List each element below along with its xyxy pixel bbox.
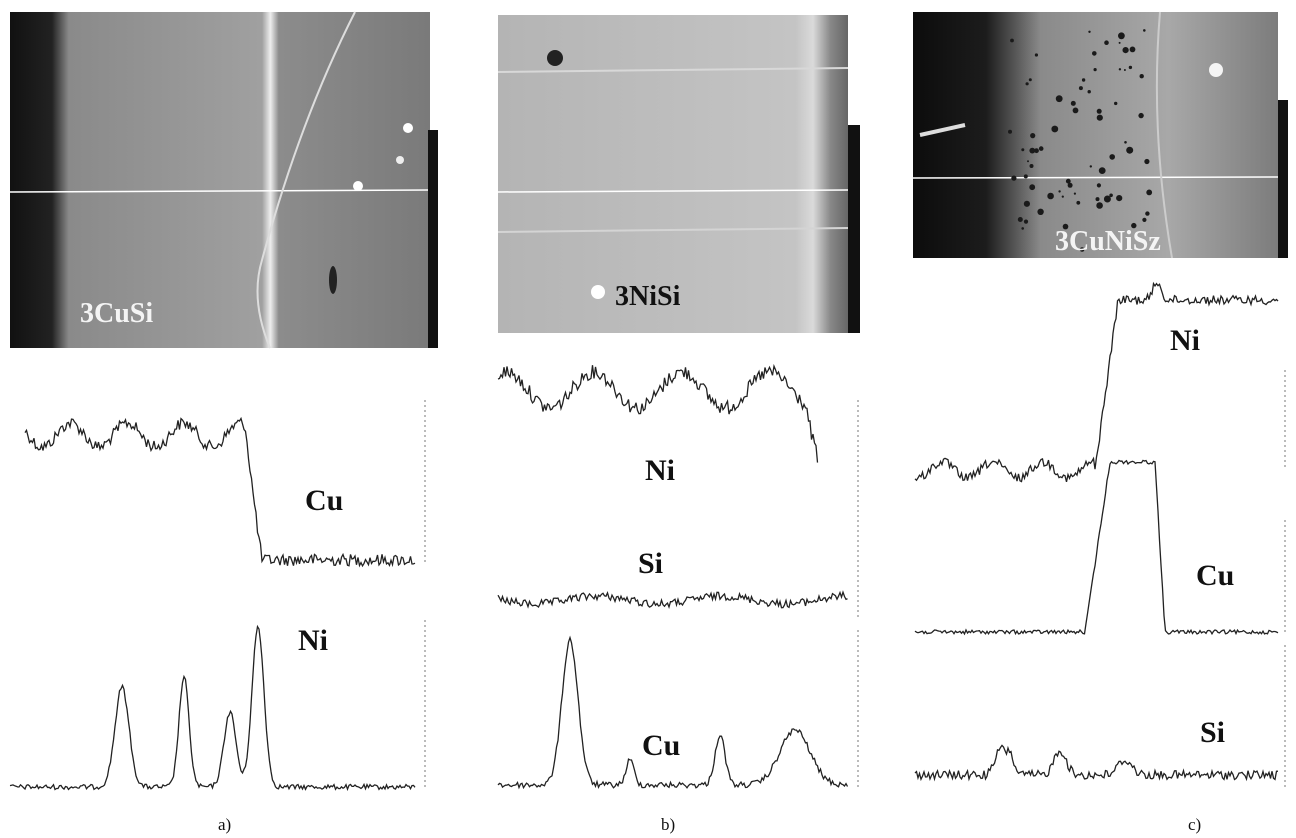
micrograph-c: 3CuNiSz: [912, 11, 1288, 259]
pore: [1034, 53, 1038, 57]
pore: [1118, 32, 1125, 40]
pore: [1126, 146, 1134, 154]
pore: [1073, 192, 1076, 195]
pore: [1146, 189, 1153, 196]
pore: [1010, 38, 1014, 43]
pore: [1118, 68, 1122, 71]
pore: [1145, 211, 1150, 216]
pore: [1104, 40, 1109, 45]
trace-label: Cu: [642, 729, 680, 762]
micrograph-a: 3CuSi: [9, 11, 438, 349]
pore: [1061, 195, 1064, 198]
pore: [1128, 65, 1133, 70]
pore: [1096, 202, 1103, 209]
pore: [1030, 133, 1036, 139]
line-scan: [9, 624, 416, 792]
pore: [1025, 82, 1029, 86]
pore: [1139, 74, 1144, 79]
pore: [1096, 108, 1102, 114]
pore: [1103, 195, 1111, 203]
pore: [1073, 110, 1077, 114]
trace-label: Ni: [645, 454, 675, 487]
pore: [1029, 147, 1036, 154]
pore: [1062, 223, 1069, 230]
pore: [1008, 129, 1012, 134]
pore: [1088, 30, 1091, 33]
trace-label: Cu: [305, 484, 343, 517]
trace-label: Ni: [1170, 324, 1200, 357]
pore: [1067, 182, 1073, 188]
pore: [1037, 208, 1044, 215]
pore: [1092, 51, 1097, 56]
pore: [1095, 197, 1100, 202]
pore: [1065, 178, 1071, 184]
pore: [1023, 200, 1030, 207]
pore: [1079, 247, 1085, 252]
pore: [1058, 190, 1061, 193]
pore: [1011, 175, 1017, 181]
pore: [1029, 184, 1036, 191]
line-scan: [914, 281, 1279, 483]
panel-caption: c): [1188, 815, 1201, 834]
trace-label: Ni: [298, 624, 328, 657]
pore: [1034, 148, 1039, 154]
pore: [1081, 78, 1086, 82]
trace-label: Si: [638, 547, 663, 580]
micrograph-b: 3NiSi: [497, 15, 860, 333]
pore: [1023, 174, 1028, 179]
pore: [1096, 114, 1103, 121]
trace-label: Si: [1200, 716, 1225, 749]
pore: [1093, 68, 1097, 72]
line-scan: [497, 363, 819, 463]
pore: [1076, 200, 1081, 205]
pore: [1023, 219, 1029, 224]
pore: [1143, 29, 1146, 32]
pore: [1021, 227, 1024, 230]
pore: [1124, 141, 1127, 144]
pore: [1017, 217, 1023, 222]
pore: [1109, 193, 1113, 198]
pore: [1116, 195, 1123, 202]
pore: [1021, 148, 1025, 152]
pore: [1109, 154, 1115, 160]
pore: [1142, 217, 1147, 222]
panel-caption: b): [661, 815, 675, 834]
line-scan: [24, 416, 416, 568]
pore: [1131, 222, 1137, 229]
pore: [1098, 167, 1106, 175]
pore: [1078, 86, 1083, 91]
pore: [1114, 101, 1118, 106]
pore: [1055, 95, 1063, 103]
pore: [1138, 112, 1144, 119]
pore: [1118, 41, 1121, 44]
pore: [1051, 125, 1059, 133]
pore: [1038, 146, 1044, 151]
pore: [1089, 165, 1093, 168]
line-scans: [9, 281, 1286, 792]
line-scan: [914, 459, 1279, 636]
image-label: 3CuSi: [80, 298, 153, 329]
pore: [1070, 100, 1076, 106]
image-label: 3NiSi: [615, 281, 681, 312]
pore: [1028, 78, 1032, 82]
line-scan: [914, 744, 1279, 782]
pore: [1047, 192, 1054, 200]
pore: [1096, 183, 1101, 188]
panel-caption: a): [218, 815, 231, 834]
pore: [1129, 46, 1136, 53]
pore: [1123, 69, 1126, 71]
image-label: 3CuNiSz: [1055, 226, 1161, 257]
pore: [1087, 90, 1091, 94]
pore: [1029, 164, 1034, 168]
line-scan: [497, 590, 848, 610]
trace-label: Cu: [1196, 559, 1234, 592]
pore: [1027, 160, 1029, 163]
pore: [1122, 47, 1129, 54]
pore: [1144, 158, 1150, 165]
line-scan: [497, 635, 849, 790]
